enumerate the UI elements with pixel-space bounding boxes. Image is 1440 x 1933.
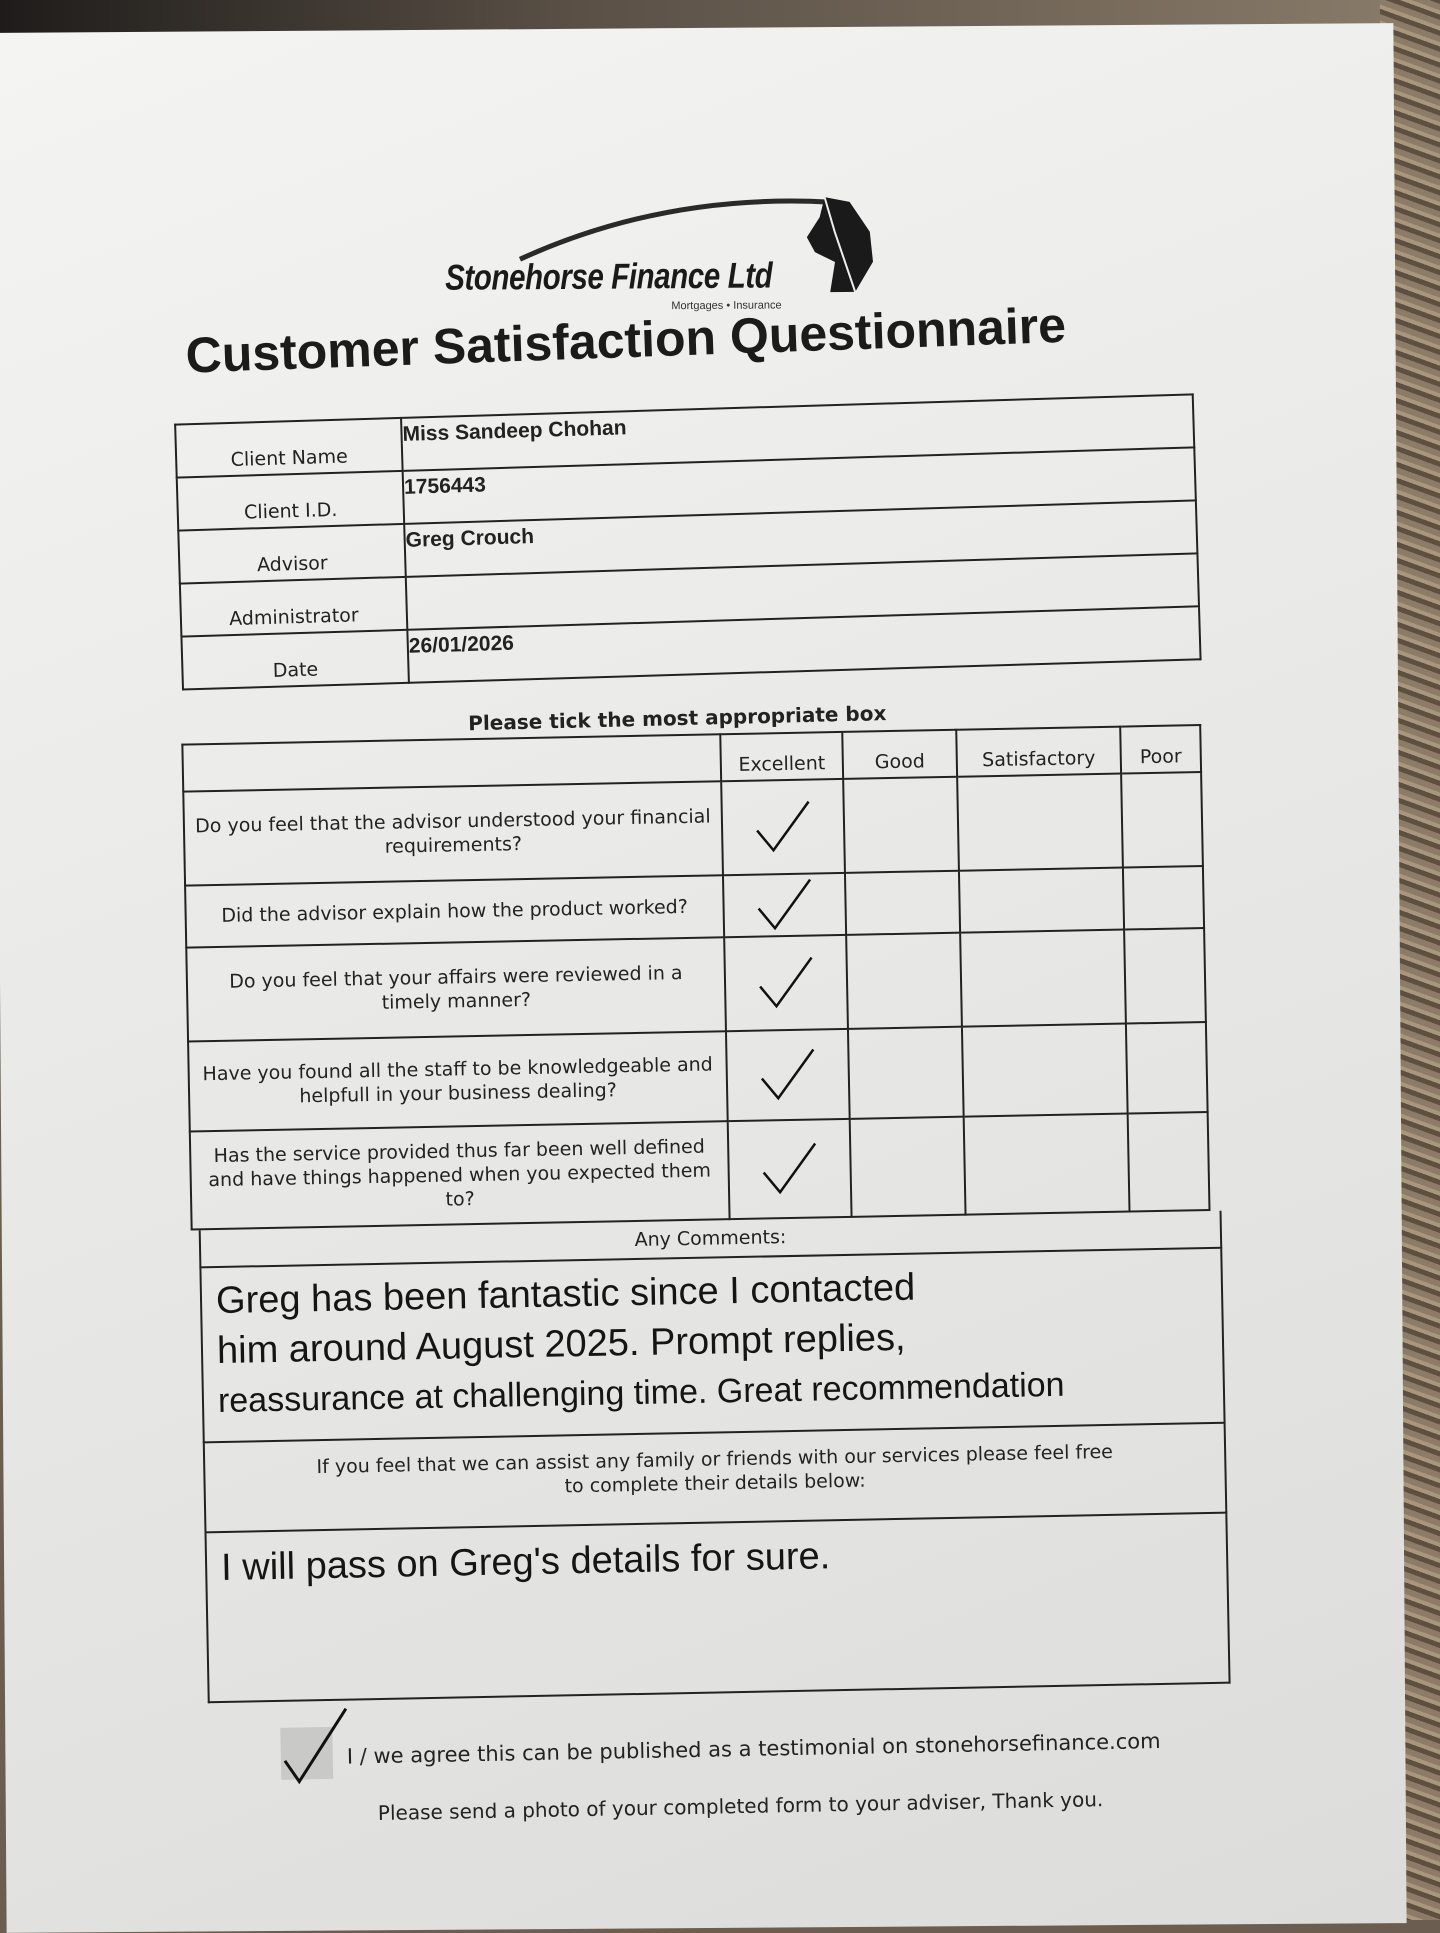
rating-row: Have you found all the staff to be knowl… [188,1021,1208,1132]
company-name: Stonehorse Finance Ltd [444,254,773,298]
rating-cell[interactable] [961,1023,1128,1117]
rating-cell[interactable] [960,929,1126,1027]
rating-cell[interactable] [1122,866,1205,930]
rating-table: Excellent Good Satisfactory Poor Do you feel… [181,724,1210,1230]
rating-row: Has the service provided thus far been w… [189,1111,1210,1230]
check-icon [757,878,812,931]
rating-cell[interactable] [727,1118,852,1220]
info-label: Administrator [179,576,408,637]
check-icon [762,1142,817,1195]
rating-cell[interactable] [843,776,959,873]
rating-column-header: Excellent [720,731,844,782]
rating-cell[interactable] [849,1116,966,1217]
check-icon [756,800,810,853]
info-label: Date [181,629,409,690]
rating-column-header: Poor [1120,725,1202,774]
rating-cell[interactable] [844,870,961,935]
info-label: Client Name [175,417,403,478]
rating-column-header: Good [842,729,958,779]
rating-cell[interactable] [1124,928,1206,1024]
question-text: Do you feel that your affairs were revie… [186,937,726,1042]
rating-cell[interactable] [958,867,1125,933]
testimonial-consent-row: I / we agree this can be published as a … [280,1707,1231,1785]
rating-cell[interactable] [724,934,848,1032]
check-icon [283,1707,348,1785]
rating-row: Do you feel that the advisor understood … [183,772,1203,886]
client-info-table: Client Name Miss Sandeep Chohan Client I.D… [174,393,1201,690]
page-title: Customer Satisfaction Questionnaire [184,296,1067,384]
rating-cell[interactable] [1121,772,1203,868]
rating-cell[interactable] [847,1026,964,1119]
comments-field[interactable]: Greg has been fantastic since I contacte… [199,1248,1226,1444]
form-body: Excellent Good Satisfactory Poor Do you feel… [181,724,1232,1830]
check-icon [760,1048,815,1101]
question-text: Did the advisor explain how the product … [185,875,725,948]
info-label: Client I.D. [176,470,405,531]
comments-section: Any Comments: Greg has been fantastic si… [198,1210,1231,1704]
testimonial-checkbox[interactable] [280,1707,348,1785]
question-text: Have you found all the staff to be knowl… [188,1031,728,1132]
rating-cell[interactable] [725,1028,850,1122]
send-note: Please send a photo of your completed fo… [377,1787,1104,1826]
check-icon [759,956,813,1009]
referral-field[interactable]: I will pass on Greg's details for sure. [204,1513,1231,1704]
question-text: Do you feel that the advisor understood … [183,781,723,886]
rating-instruction: Please tick the most appropriate box [467,701,887,736]
rating-row: Did the advisor explain how the product … [185,866,1205,948]
horse-head-icon [806,196,874,293]
rating-cell[interactable] [963,1113,1130,1215]
referral-answer: I will pass on Greg's details for sure. [220,1535,831,1589]
logo-swoosh [518,198,830,262]
rating-cell[interactable] [1125,1021,1208,1114]
rating-cell[interactable] [1127,1111,1210,1212]
rating-cell[interactable] [957,773,1123,871]
info-label: Advisor [178,523,406,584]
rating-cell[interactable] [722,872,847,938]
rating-cell[interactable] [846,932,962,1029]
rating-row: Do you feel that your affairs were revie… [186,928,1206,1042]
footer: I / we agree this can be published as a … [280,1707,1232,1828]
testimonial-consent: I / we agree this can be published as a … [346,1729,1161,1769]
rating-column-header: Satisfactory [956,726,1122,777]
rating-cell[interactable] [721,778,845,876]
question-text: Has the service provided thus far been w… [189,1121,730,1230]
questionnaire-paper: Stonehorse Finance Ltd Mortgages • Insur… [0,23,1407,1933]
